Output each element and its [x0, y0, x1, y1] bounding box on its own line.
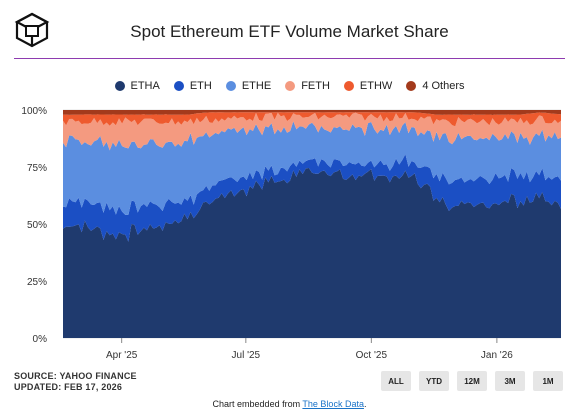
legend-item-ethw[interactable]: ETHW: [343, 78, 393, 94]
legend-swatch: [285, 81, 296, 91]
x-tick-label: Jul '25: [232, 350, 261, 361]
y-tick-label: 50%: [27, 220, 47, 231]
y-tick-label: 100%: [21, 106, 47, 117]
chart-legend: ETHA ETH ETHE FETH ETHW 4 Others: [0, 78, 579, 94]
range-button-all[interactable]: ALL: [381, 371, 411, 391]
legend-label: ETH: [189, 80, 212, 92]
legend-label: ETHA: [130, 80, 160, 92]
legend-item-eth[interactable]: ETH: [173, 78, 212, 94]
area-series-ethw[interactable]: [63, 112, 561, 127]
legend-item-feth[interactable]: FETH: [285, 78, 330, 94]
x-tick-label: Oct '25: [356, 350, 388, 361]
legend-item-ethe[interactable]: ETHE: [225, 78, 272, 94]
the-block-data-link[interactable]: The Block Data: [302, 399, 364, 409]
legend-label: FETH: [301, 80, 330, 92]
range-button-1m[interactable]: 1M: [533, 371, 563, 391]
legend-label: 4 Others: [422, 80, 465, 92]
y-tick-label: 75%: [27, 163, 47, 174]
the-block-cube-logo-icon: [14, 12, 50, 48]
area-series-4-others[interactable]: [63, 110, 561, 115]
area-series-eth[interactable]: [63, 154, 561, 242]
chart-source: SOURCE: YAHOO FINANCE UPDATED: FEB 17, 2…: [14, 371, 137, 393]
embed-suffix: .: [363, 399, 367, 409]
legend-label: ETHE: [241, 80, 272, 92]
area-series-ethe[interactable]: [63, 121, 561, 215]
range-buttons: ALL YTD 12M 3M 1M: [381, 371, 563, 391]
legend-swatch: [114, 81, 125, 91]
embed-credit: Chart embedded from The Block Data.: [0, 399, 579, 409]
legend-swatch: [406, 81, 417, 91]
range-button-12m[interactable]: 12M: [457, 371, 487, 391]
y-tick-label: 0%: [33, 334, 48, 345]
range-button-3m[interactable]: 3M: [495, 371, 525, 391]
updated-text: UPDATED: FEB 17, 2026: [14, 382, 123, 392]
area-series-feth[interactable]: [63, 112, 561, 151]
header-divider: [14, 58, 565, 59]
y-tick-label: 25%: [27, 277, 47, 288]
legend-item-etha[interactable]: ETHA: [114, 78, 160, 94]
x-tick-label: Jan '26: [481, 350, 513, 361]
legend-swatch: [173, 81, 184, 91]
stacked-area-chart: 0% 25% 50% 75% 100% Apr '25 Jul '25 Oct '25 Jan …: [21, 106, 561, 361]
legend-swatch: [225, 81, 236, 91]
embed-prefix: Chart embedded from: [212, 399, 303, 409]
chart-title: Spot Ethereum ETF Volume Market Share: [130, 22, 449, 41]
area-series-etha[interactable]: [63, 168, 561, 338]
x-tick-label: Apr '25: [106, 350, 138, 361]
legend-item-4-others[interactable]: 4 Others: [406, 78, 465, 94]
range-button-ytd[interactable]: YTD: [419, 371, 449, 391]
legend-label: ETHW: [359, 80, 393, 92]
chart-header: Spot Ethereum ETF Volume Market Share: [0, 0, 579, 60]
legend-swatch: [343, 81, 354, 91]
source-text: SOURCE: YAHOO FINANCE: [14, 371, 137, 381]
